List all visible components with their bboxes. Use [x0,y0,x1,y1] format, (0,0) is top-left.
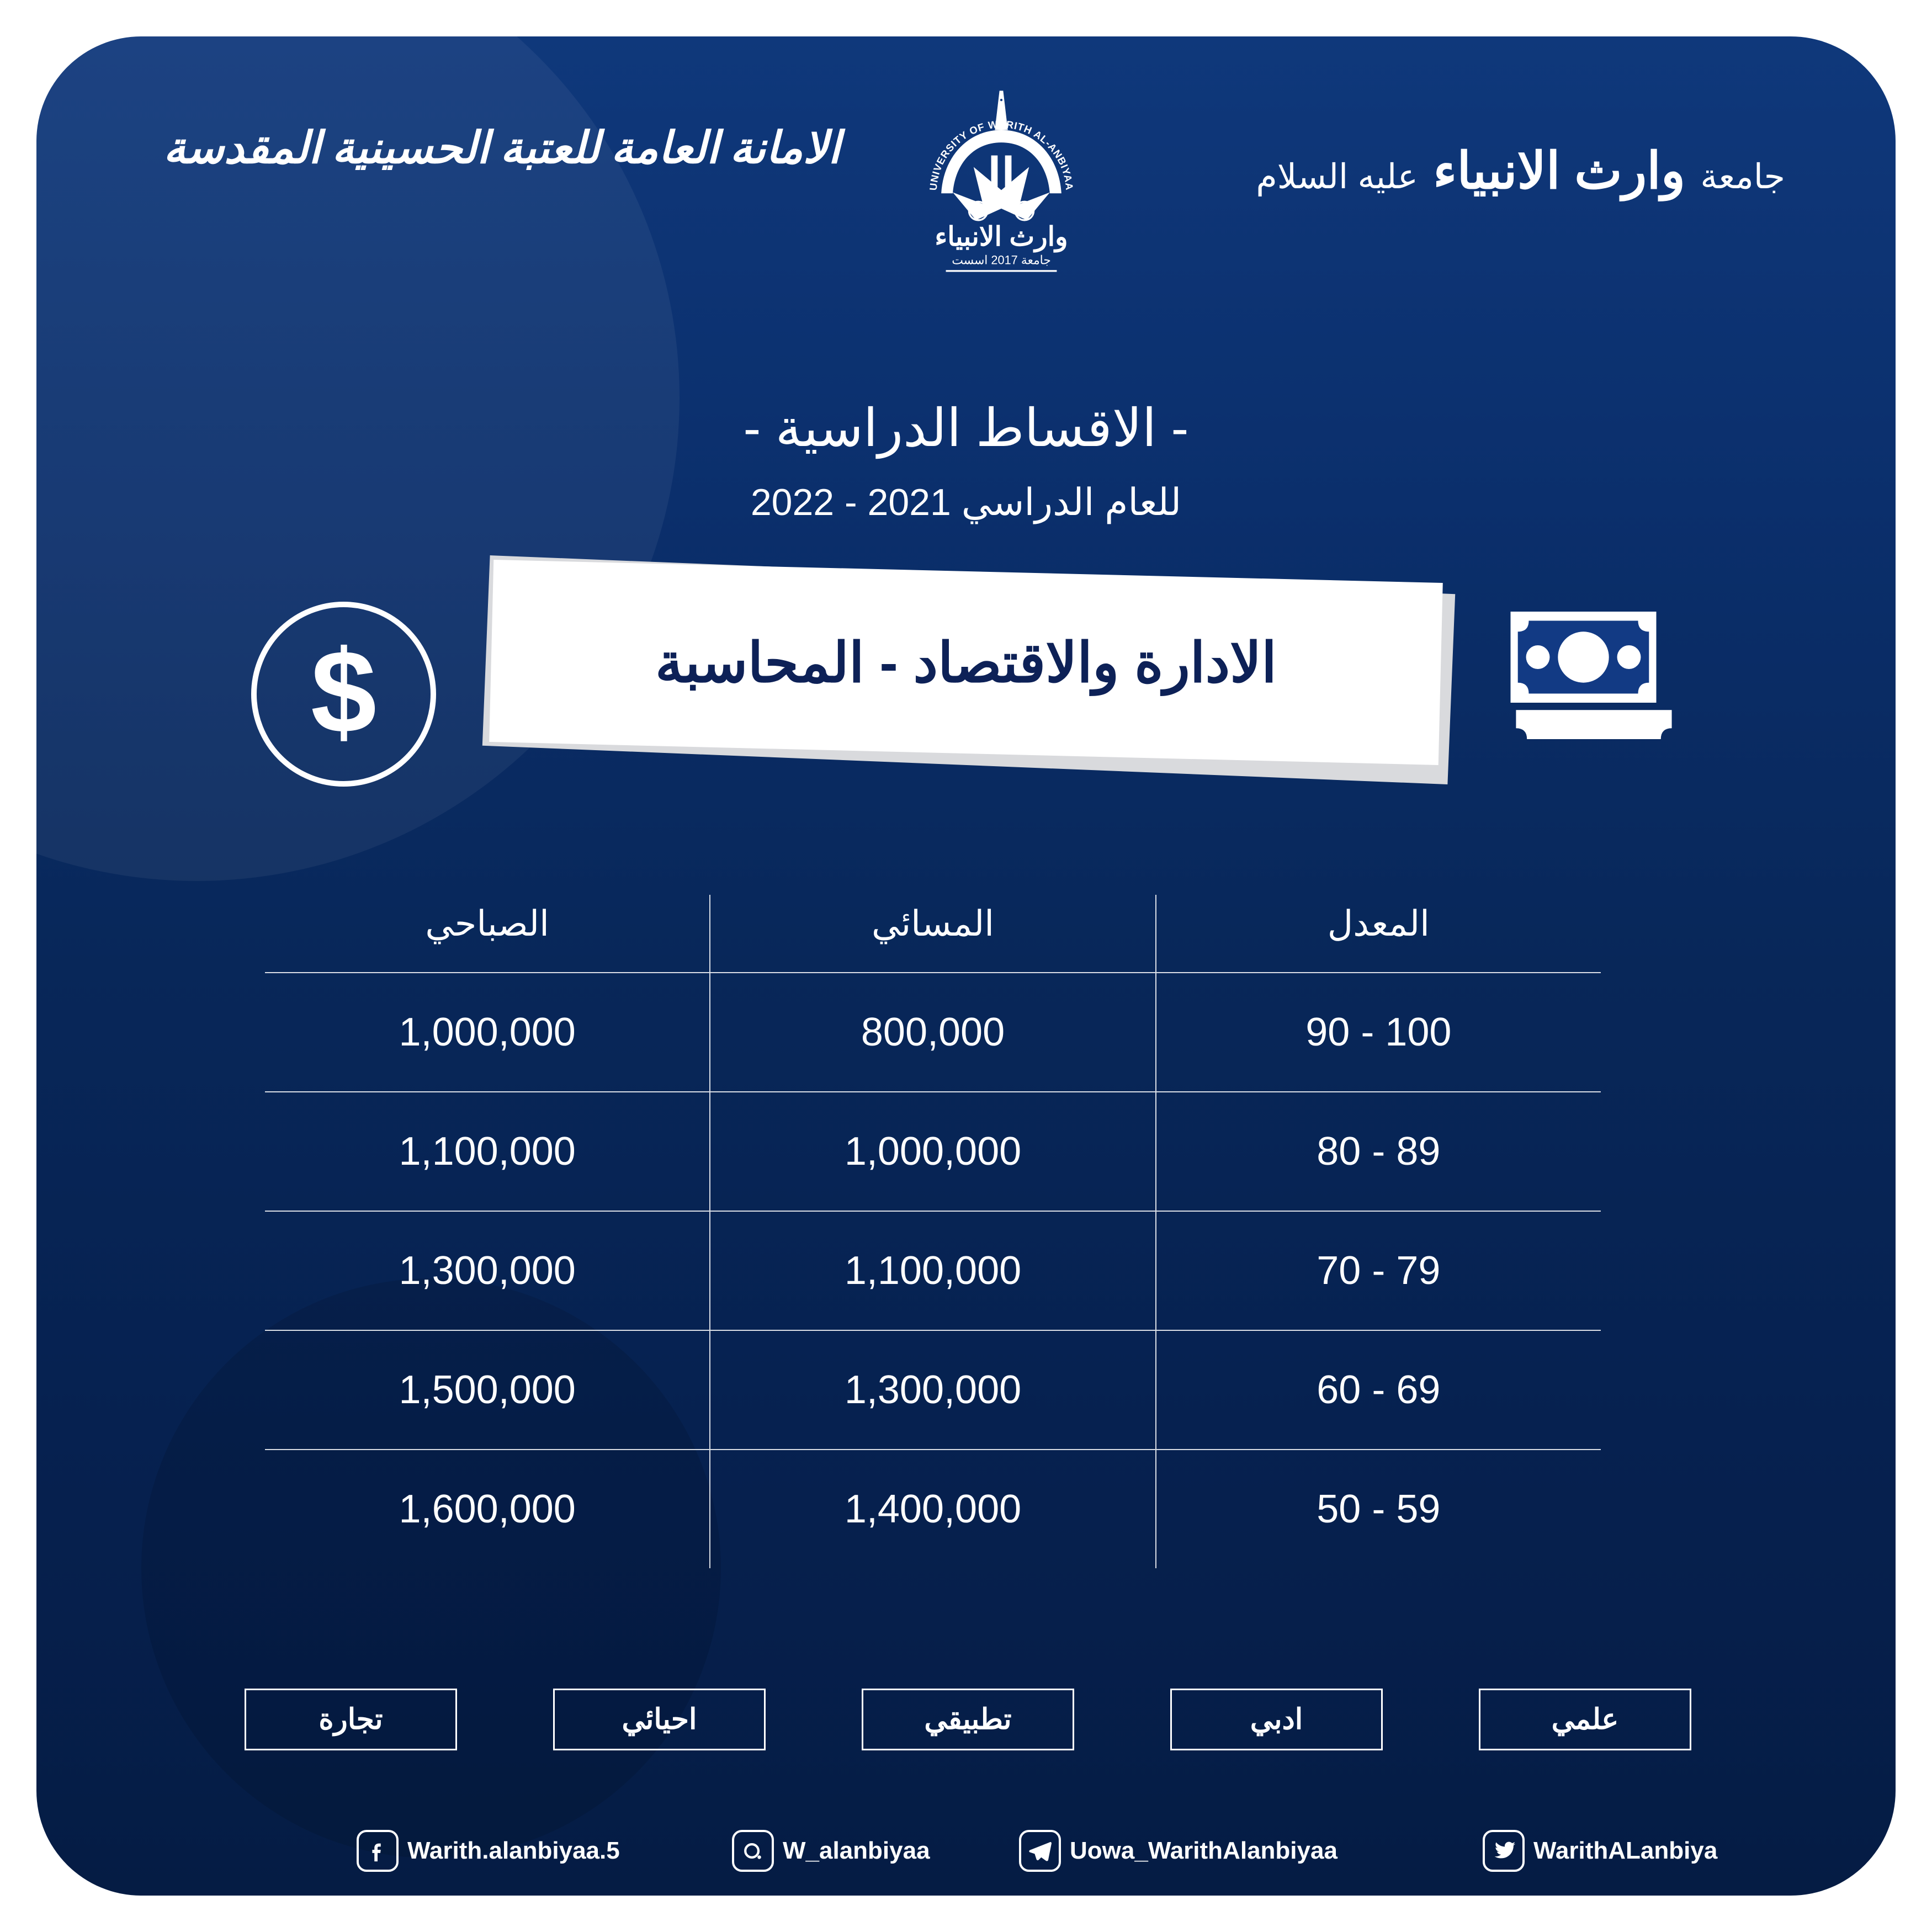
svg-text:$: $ [311,626,376,758]
svg-text:وارث الانبياء: وارث الانبياء [935,222,1068,253]
svg-text:جامعة 2017 اسست: جامعة 2017 اسست [952,253,1050,267]
